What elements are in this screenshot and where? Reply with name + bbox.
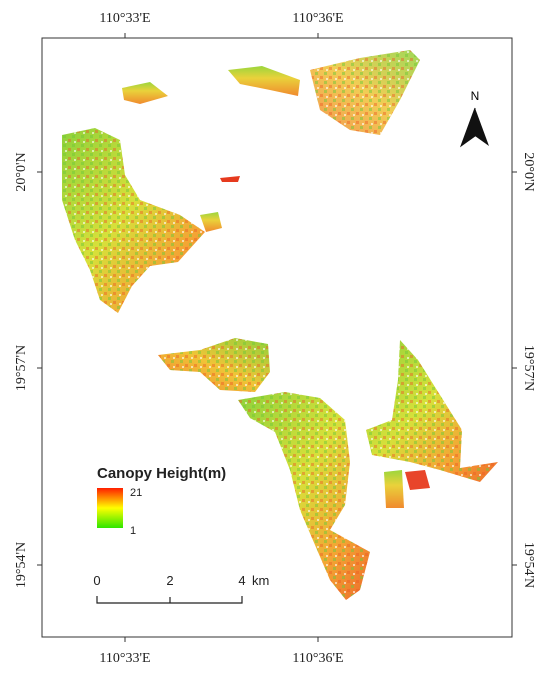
coord-label: 110°33'E — [99, 651, 150, 666]
coord-label: 19°54'N — [14, 542, 29, 588]
vegetation-patches — [62, 50, 498, 600]
legend: Canopy Height(m) 21 1 — [97, 465, 226, 537]
coord-label: 19°57'N — [14, 345, 29, 391]
coord-label: 110°36'E — [292, 11, 343, 26]
graticule-labels: 110°33'E 110°36'E 110°33'E 110°36'E 20°0… — [14, 11, 536, 666]
legend-min: 1 — [130, 525, 136, 537]
coord-label: 20°0'N — [521, 152, 536, 191]
coord-label: 19°54'N — [521, 542, 536, 588]
map-frame — [41, 37, 513, 638]
coord-label: 19°57'N — [521, 345, 536, 391]
north-label: N — [471, 89, 480, 103]
scale-label: 4 — [238, 573, 245, 588]
frame-ticks — [37, 33, 517, 642]
legend-title: Canopy Height(m) — [97, 465, 226, 482]
legend-max: 21 — [130, 487, 142, 499]
scale-unit: km — [252, 573, 269, 588]
scale-label: 0 — [93, 573, 100, 588]
north-arrow: N — [459, 89, 489, 148]
coord-label: 20°0'N — [14, 152, 29, 191]
legend-ramp — [97, 488, 123, 528]
coord-label: 110°33'E — [99, 11, 150, 26]
scale-label: 2 — [166, 573, 173, 588]
scale-bar: 0 2 4 km — [93, 573, 269, 604]
coord-label: 110°36'E — [292, 651, 343, 666]
